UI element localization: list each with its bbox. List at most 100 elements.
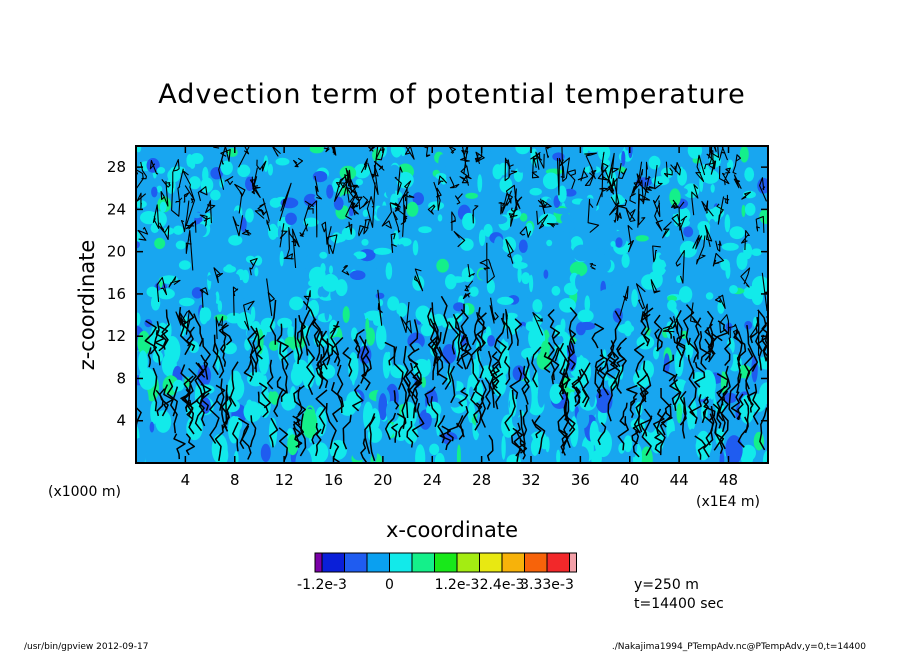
field-cell xyxy=(631,289,638,308)
contour-line xyxy=(401,383,407,430)
field-cell xyxy=(317,287,324,297)
x-tick-label: 36 xyxy=(571,471,590,489)
contour-line xyxy=(617,416,629,451)
contour-line xyxy=(504,389,516,432)
colorbar-swatch xyxy=(569,552,577,573)
contour-line xyxy=(256,159,267,172)
contour-line xyxy=(505,238,514,264)
contour-line xyxy=(269,417,279,448)
contour-line xyxy=(689,302,702,328)
field-cell xyxy=(320,263,326,274)
contour-line xyxy=(358,225,369,237)
field-cell xyxy=(679,188,688,195)
contour-line xyxy=(149,159,159,175)
field-cell xyxy=(740,444,757,461)
field-cell xyxy=(506,454,521,463)
field-cell xyxy=(432,278,448,294)
contour-line xyxy=(232,215,244,237)
contour-line xyxy=(452,313,461,362)
field-cell xyxy=(237,164,251,178)
contour-line xyxy=(474,312,487,352)
contour-line xyxy=(694,435,707,460)
field-cell xyxy=(664,152,681,164)
contour-line xyxy=(716,196,725,225)
field-cell xyxy=(156,185,163,193)
contour-line xyxy=(323,146,330,153)
field-cell xyxy=(518,239,528,253)
field-cell xyxy=(168,430,185,443)
field-cell xyxy=(362,209,369,217)
contour-line xyxy=(659,387,672,436)
field-cell xyxy=(554,324,565,337)
contour-line xyxy=(332,442,340,463)
field-cell xyxy=(557,185,567,203)
contour-line xyxy=(740,267,751,288)
contour-line xyxy=(486,242,495,284)
contour-line xyxy=(427,307,440,351)
field-cell xyxy=(418,226,432,234)
field-cell xyxy=(138,367,156,390)
contour-line xyxy=(688,337,699,363)
contour-line xyxy=(184,367,197,407)
field-cell xyxy=(478,229,486,247)
contour-line xyxy=(173,433,186,460)
colorbar-swatch xyxy=(434,552,458,573)
field-cell xyxy=(172,379,185,392)
contour-line xyxy=(564,345,571,389)
field-cell xyxy=(727,159,734,170)
contour-line xyxy=(741,230,750,251)
contour-line xyxy=(213,146,223,149)
field-cell xyxy=(191,287,203,299)
contour-line xyxy=(672,316,681,340)
contour-line xyxy=(406,420,414,448)
field-cell xyxy=(743,286,760,300)
field-cell xyxy=(717,300,725,314)
field-cell xyxy=(326,184,334,199)
contour-line xyxy=(689,394,702,424)
field-cell xyxy=(246,399,253,411)
contour-line xyxy=(597,162,609,198)
contour-line xyxy=(266,359,274,390)
field-cell xyxy=(623,435,633,453)
contour-line xyxy=(584,152,597,169)
field-cell xyxy=(164,336,181,365)
contour-line xyxy=(256,334,266,360)
contour-line xyxy=(551,329,560,362)
contour-line xyxy=(459,146,470,167)
field-cell xyxy=(505,312,518,319)
contour-line xyxy=(185,220,197,233)
field-cell xyxy=(478,269,488,280)
field-cell xyxy=(575,441,583,463)
contour-line xyxy=(515,429,528,454)
contour-line xyxy=(326,234,338,255)
contour-line xyxy=(594,349,605,372)
contour-line xyxy=(197,186,208,202)
contour-line xyxy=(168,276,181,288)
contour-line xyxy=(447,321,460,355)
contour-line xyxy=(404,146,415,160)
x-tick-label: 16 xyxy=(324,471,343,489)
field-cell xyxy=(138,350,148,374)
field-cell xyxy=(189,455,202,463)
contour-line xyxy=(394,166,403,195)
field-cell xyxy=(388,164,401,183)
field-cell xyxy=(319,364,336,379)
field-cell xyxy=(741,204,746,218)
contour-line xyxy=(636,373,649,399)
contour-line xyxy=(345,192,358,220)
contour-line xyxy=(701,200,714,217)
contour-line xyxy=(487,350,495,395)
contour-line xyxy=(393,390,400,410)
contour-line xyxy=(144,320,158,355)
contour-line xyxy=(688,369,697,417)
contour-line xyxy=(535,151,545,170)
field-cell xyxy=(333,196,344,211)
field-cell xyxy=(477,174,483,193)
contour-line xyxy=(307,200,318,238)
field-cell xyxy=(593,250,598,257)
contour-line xyxy=(137,227,149,241)
contour-line xyxy=(476,333,486,379)
field-cell xyxy=(186,154,193,167)
field-cell xyxy=(364,310,383,321)
field-cell xyxy=(277,317,292,328)
